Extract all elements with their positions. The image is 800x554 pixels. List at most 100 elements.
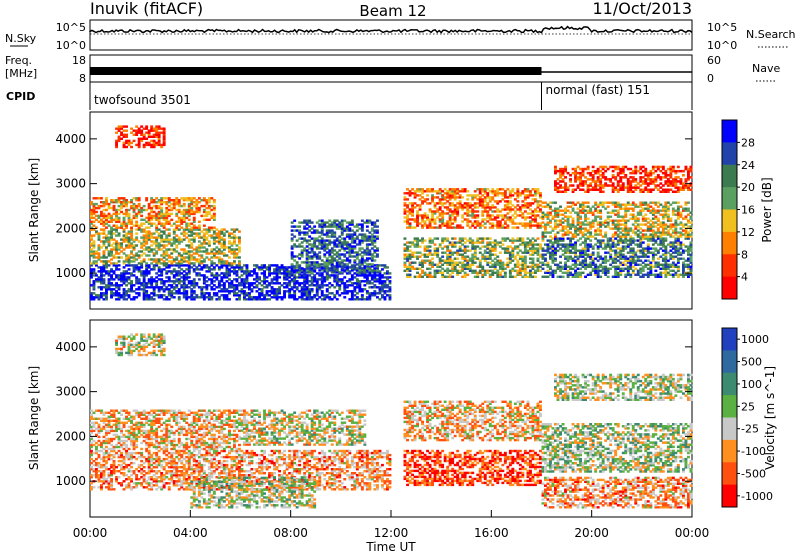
range-cell [212,218,216,221]
range-cell [466,261,470,264]
range-cell [197,262,201,265]
range-cell [230,252,234,255]
range-cell [529,247,532,250]
range-cell [413,202,417,205]
range-cell [360,237,364,240]
range-cell [363,235,367,238]
range-cell [115,264,118,267]
range-cell [488,214,492,217]
range-cell [669,269,673,272]
range-cell [313,284,317,287]
range-cell [473,255,477,258]
range-cell [676,247,680,250]
range-cell [446,259,450,262]
range-cell [544,275,547,278]
range-cell [609,263,613,266]
range-cell [320,241,324,244]
range-cell [388,286,392,289]
range-cell [177,278,181,281]
range-cell [142,296,146,299]
range-cell [636,273,640,276]
range-cell [431,214,434,217]
range-cell [416,224,419,227]
range-cell [97,246,101,249]
range-cell [325,261,329,264]
range-cell [365,280,369,283]
range-cell [481,220,485,223]
range-cell [451,267,455,270]
range-cell [165,212,169,216]
range-cell [506,251,510,254]
range-cell [453,263,457,266]
range-cell [182,264,186,267]
range-cell [308,251,312,254]
range-cell [534,194,537,197]
range-cell [526,216,530,219]
range-cell [343,282,347,285]
range-cell [656,263,660,266]
range-cell [165,264,169,267]
range-cell [162,218,166,221]
range-cell [448,192,452,195]
range-cell [416,251,419,254]
range-cell [448,188,452,191]
range-cell [110,254,113,257]
range-cell [421,218,424,221]
range-cell [551,227,555,230]
range-cell [97,252,101,255]
range-cell [147,218,151,221]
range-cell [676,267,680,270]
range-cell [355,223,359,226]
range-cell [503,192,507,195]
range-cell [152,290,156,293]
range-cell [549,265,552,268]
range-cell [147,212,151,216]
range-cell [350,237,354,240]
range-cell [220,246,224,249]
range-cell [222,238,226,241]
range-cell [666,267,670,270]
range-cell [423,222,427,225]
range-cell [127,258,131,261]
range-cell [100,246,103,249]
range-cell [659,241,663,244]
range-cell [350,296,354,299]
range-cell [310,251,314,254]
range-cell [97,280,101,283]
range-cell [448,204,452,207]
range-cell [210,197,214,200]
range-cell [428,226,432,229]
range-cell [308,296,312,299]
range-cell [486,263,490,266]
range-cell [187,250,191,253]
range-cell [125,201,128,204]
range-cell [335,223,339,226]
range-cell [639,263,643,266]
range-cell [315,286,319,289]
range-cell [145,240,149,243]
range-cell [325,278,329,281]
range-cell [132,248,136,251]
range-cell [518,192,522,195]
range-cell [446,206,450,209]
range-cell [150,197,154,200]
range-cell [305,290,309,293]
range-cell [207,268,211,271]
range-cell [300,221,304,224]
range-cell [235,256,239,259]
range-cell [248,296,251,299]
range-cell [127,296,131,299]
range-cell [182,276,186,279]
range-cell [175,228,179,231]
range-cell [448,251,452,254]
range-cell [343,247,347,250]
range-cell [606,251,610,254]
range-cell [631,247,635,250]
range-cell [431,226,434,229]
range-cell [263,264,266,267]
range-cell [288,270,292,273]
range-cell [370,282,374,285]
range-cell [423,271,427,274]
range-cell [295,263,299,266]
range-cell [363,239,367,242]
